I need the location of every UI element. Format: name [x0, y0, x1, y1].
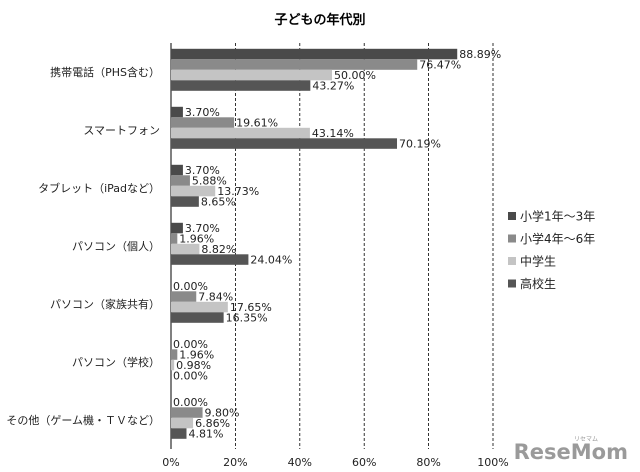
data-label: 4.81% — [188, 428, 223, 441]
data-labels: 88.89%76.47% 50.00%43.27% 3.70% 19.61% 43.14… — [173, 48, 501, 441]
bar — [171, 349, 178, 360]
category-label: タブレット（iPadなど） — [38, 181, 160, 195]
data-label: 6.86% — [195, 417, 230, 430]
data-label: 17.65% — [230, 301, 272, 314]
legend-label: 小学4年～6年 — [520, 231, 595, 246]
data-label: 1.96% — [179, 349, 214, 362]
tick-label: 100% — [477, 456, 508, 469]
data-label: 0.00% — [173, 280, 208, 293]
tick-label: 80% — [416, 456, 440, 469]
watermark-brand: ReseMom — [514, 440, 628, 464]
bar — [171, 106, 183, 118]
data-label: 50.00% — [334, 69, 376, 82]
data-label: 3.70% — [185, 222, 220, 235]
data-label: 24.04% — [250, 254, 292, 267]
data-label: 0.98% — [176, 359, 211, 372]
watermark-logo: リセマム ReseMom — [514, 436, 628, 464]
bar — [171, 80, 311, 91]
bar — [171, 233, 178, 244]
data-label: 88.89% — [459, 48, 501, 61]
category-label: スマートフォン — [83, 124, 160, 137]
bar — [171, 117, 235, 128]
category-label: パソコン（家族共有） — [50, 297, 160, 311]
data-label: 13.73% — [217, 185, 259, 198]
bar — [171, 428, 187, 439]
x-axis-ticks: 0% 20% 40% 60% 80% 100% — [162, 456, 508, 469]
data-label: 43.14% — [312, 127, 354, 140]
bar — [171, 185, 216, 197]
bar — [171, 69, 332, 81]
legend-swatch — [508, 212, 516, 220]
bar — [171, 301, 228, 313]
legend-swatch — [508, 234, 516, 243]
data-label: 76.47% — [419, 59, 461, 72]
legend-label: 中学生 — [520, 254, 556, 269]
tick-label: 0% — [162, 456, 179, 469]
data-label: 70.19% — [399, 138, 441, 151]
bar — [171, 291, 197, 302]
watermark-kana: リセマム — [574, 436, 598, 443]
data-label: 7.84% — [198, 291, 233, 304]
category-label: パソコン（個人） — [72, 240, 160, 253]
bar — [171, 417, 194, 429]
data-label: 0.00% — [173, 370, 208, 383]
legend-label: 小学1年～3年 — [520, 209, 595, 224]
tick-label: 60% — [352, 456, 376, 469]
data-label: 3.70% — [185, 106, 220, 119]
chart-title: 子どもの年代別 — [274, 12, 365, 28]
bar — [171, 312, 224, 323]
bar — [171, 175, 190, 186]
legend-swatch — [508, 257, 516, 265]
bar — [171, 164, 183, 176]
bar — [171, 243, 200, 255]
bar — [171, 407, 203, 418]
bar — [171, 254, 249, 265]
tick-label: 20% — [223, 456, 247, 469]
tick-label: 40% — [288, 456, 312, 469]
data-label: 3.70% — [185, 164, 220, 177]
data-label: 1.96% — [179, 233, 214, 246]
data-label: 16.35% — [226, 312, 268, 325]
bar — [171, 359, 175, 371]
bar — [171, 59, 418, 70]
bar — [171, 127, 310, 139]
data-label: 0.00% — [173, 338, 208, 351]
data-label: 8.82% — [201, 243, 236, 256]
bar — [171, 222, 183, 234]
data-label: 9.80% — [205, 407, 240, 420]
data-label: 8.65% — [201, 196, 236, 209]
data-label: 19.61% — [236, 117, 278, 130]
bar — [171, 138, 398, 149]
legend-label: 高校生 — [520, 276, 556, 291]
legend-swatch — [508, 279, 516, 288]
bar — [171, 196, 199, 207]
data-label: 0.00% — [173, 396, 208, 409]
data-label: 43.27% — [312, 80, 354, 93]
data-label: 5.88% — [192, 175, 227, 188]
category-label: パソコン（学校） — [72, 355, 160, 369]
bar — [171, 48, 458, 60]
category-label: 携帯電話（PHS含む） — [50, 65, 160, 79]
category-label: その他（ゲーム機・ＴＶなど） — [6, 413, 160, 427]
bars — [171, 48, 458, 439]
